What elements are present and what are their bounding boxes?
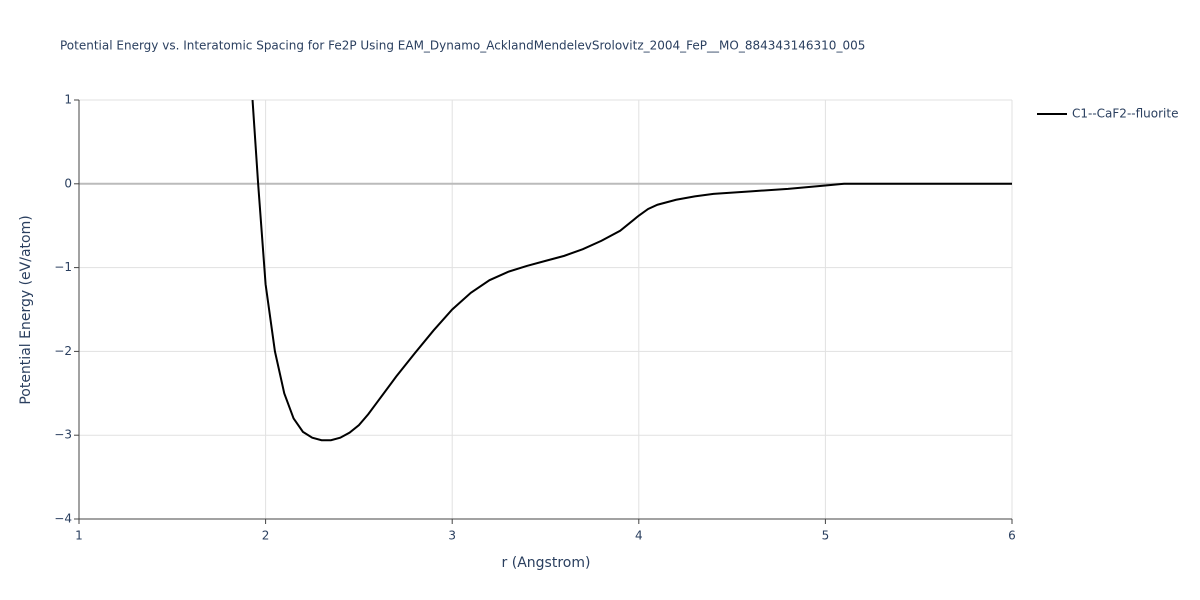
x-tick-label: 3 bbox=[448, 529, 456, 543]
x-tick-label: 2 bbox=[262, 529, 270, 543]
x-axis-label: r (Angstrom) bbox=[502, 555, 591, 571]
y-axis-label: Potential Energy (eV/atom) bbox=[18, 215, 34, 404]
x-tick-label: 6 bbox=[1008, 529, 1016, 543]
y-tick-label: −3 bbox=[54, 428, 72, 442]
x-tick-label: 5 bbox=[822, 529, 830, 543]
y-tick-label: −4 bbox=[54, 512, 72, 526]
line-series bbox=[251, 100, 1012, 442]
y-tick-label: 1 bbox=[64, 93, 72, 107]
x-tick-label: 4 bbox=[635, 529, 643, 543]
y-tick-label: −1 bbox=[54, 260, 72, 274]
legend-label: C1--CaF2--fluorite bbox=[1072, 107, 1178, 121]
chart-title: Potential Energy vs. Interatomic Spacing… bbox=[60, 39, 865, 53]
x-tick-label: 1 bbox=[75, 529, 83, 543]
y-tick-label: 0 bbox=[64, 176, 72, 190]
y-tick-label: −2 bbox=[54, 344, 72, 358]
